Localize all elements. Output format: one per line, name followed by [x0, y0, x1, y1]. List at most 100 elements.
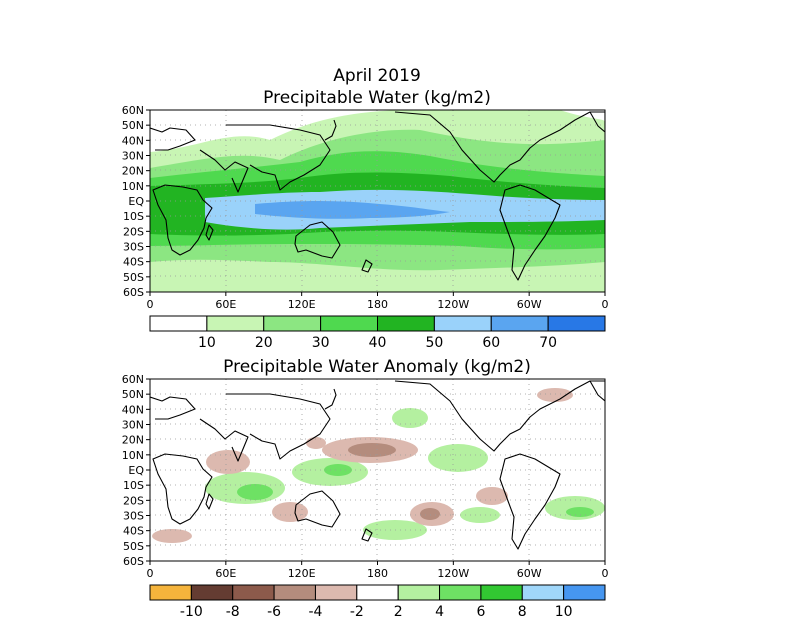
anomaly-colorbar-swatch [563, 584, 606, 601]
anomaly-y-tick-label: 10S [123, 479, 144, 492]
anomaly-x-tick-label: 60W [517, 567, 542, 580]
pw-y-tick-label: 30N [122, 150, 144, 163]
new-zealand-outline [361, 259, 373, 273]
anomaly-colorbar-label: -8 [226, 604, 240, 618]
asia-outline [226, 124, 331, 191]
pw-y-tick-label: 60N [122, 104, 144, 117]
anomaly-colorbar-swatch [149, 584, 192, 601]
anomaly-patches-negative [152, 388, 573, 543]
figure-title-line2: Precipitable Water (kg/m2) [263, 88, 491, 108]
anomaly-colorbar-swatch [521, 584, 565, 601]
arabia-india-outline [199, 418, 249, 462]
pw-colorbar-swatch [149, 315, 208, 332]
anomaly-colorbar-label: 2 [394, 604, 403, 618]
anomaly-patches-negative-strong [348, 443, 440, 520]
anomaly-colorbar-swatch [356, 584, 399, 601]
asia-outline [226, 393, 331, 460]
anomaly-colorbar-label: 8 [518, 604, 527, 618]
anomaly-colorbar-swatch [314, 584, 358, 601]
africa-outline [152, 453, 213, 525]
anomaly-colorbar-swatch [190, 584, 234, 601]
pw-band-60-70 [255, 201, 450, 219]
madagascar-outline [205, 224, 214, 241]
south-america-outline [499, 184, 561, 281]
pw-colorbar: 10 20 30 40 50 60 70 [149, 315, 606, 351]
anomaly-y-tick-label: 30N [122, 419, 144, 432]
pw-map [150, 110, 605, 292]
greenland-outline [589, 111, 605, 133]
greenland-outline [589, 380, 605, 402]
pw-y-tick-label: 60S [123, 286, 144, 299]
anomaly-x-tick-label: 60E [215, 567, 236, 580]
anomaly-colorbar-label: 4 [435, 604, 444, 618]
australia-outline [294, 490, 341, 528]
pw-colorbar-label: 10 [198, 335, 216, 351]
anomaly-colorbar-swatch [232, 584, 275, 601]
anomaly-colorbar-label: 6 [476, 604, 485, 618]
pw-y-tick-label: EQ [128, 195, 144, 208]
anomaly-map [150, 379, 605, 561]
north-america-outline [394, 380, 591, 452]
anomaly-y-tick-label: 50N [122, 388, 144, 401]
anomaly-y-tick-label: 40S [123, 525, 144, 538]
anomaly-x-tick-label: 120E [288, 567, 316, 580]
anomaly-y-tick-label: 20N [122, 434, 144, 447]
pw-colorbar-swatch [490, 315, 549, 332]
europe-outline [150, 396, 196, 420]
madagascar-outline [205, 493, 214, 510]
anomaly-y-tick-label: 30S [123, 510, 144, 523]
anomaly-y-tick-label: EQ [128, 464, 144, 477]
pw-x-tick-label: 180 [367, 298, 388, 311]
anomaly-coastlines [150, 380, 605, 550]
pw-x-tick-label: 0 [147, 298, 154, 311]
anomaly-colorbar-label: -10 [180, 604, 203, 618]
pw-colorbar-label: 50 [425, 335, 443, 351]
anomaly-colorbar-swatch [480, 584, 523, 601]
pw-y-tick-label: 50S [123, 271, 144, 284]
pw-colorbar-swatch [433, 315, 492, 332]
anomaly-y-tick-label: 50S [123, 540, 144, 553]
anomaly-colorbar-label: 10 [555, 604, 573, 618]
pw-colorbar-label: 60 [482, 335, 500, 351]
pw-colorbar-swatch [547, 315, 606, 332]
pw-x-tick-label: 60W [517, 298, 542, 311]
pw-colorbar-swatch [320, 315, 378, 332]
anomaly-colorbar-label: -4 [308, 604, 322, 618]
anomaly-x-tick-label: 0 [147, 567, 154, 580]
japan-outline [324, 119, 337, 141]
pw-x-tick-label: 120W [437, 298, 469, 311]
pw-y-tick-label: 40N [122, 134, 144, 147]
anomaly-colorbar-swatch [439, 584, 482, 601]
anomaly-colorbar-swatch [273, 584, 316, 601]
anomaly-colorbar: -10 -8 -6 -4 -2 2 4 6 8 10 [149, 584, 606, 618]
anomaly-x-tick-label: 180 [367, 567, 388, 580]
new-zealand-outline [361, 528, 373, 542]
anomaly-y-tick-label: 10N [122, 449, 144, 462]
pw-y-tick-label: 20S [123, 225, 144, 238]
pw-colorbar-label: 20 [255, 335, 273, 351]
pw-x-tick-label: 0 [602, 298, 609, 311]
pw-colorbar-swatch [377, 315, 435, 332]
pw-y-tick-label: 10S [123, 210, 144, 223]
australia-outline [294, 221, 341, 259]
anomaly-y-tick-label: 20S [123, 494, 144, 507]
pw-colorbar-label: 30 [312, 335, 330, 351]
pw-colorbar-label: 40 [369, 335, 387, 351]
pw-y-tick-label: 40S [123, 256, 144, 269]
pw-colorbar-swatch [206, 315, 265, 332]
pw-y-tick-label: 30S [123, 241, 144, 254]
pw-y-tick-label: 20N [122, 165, 144, 178]
arabia-india-outline [199, 149, 249, 193]
pw-x-tick-label: 120E [288, 298, 316, 311]
anomaly-colorbar-label: -2 [350, 604, 364, 618]
panel2-title: Precipitable Water Anomaly (kg/m2) [223, 357, 531, 377]
pw-coastlines [150, 111, 605, 281]
anomaly-x-tick-label: 120W [437, 567, 469, 580]
anomaly-y-tick-label: 40N [122, 403, 144, 416]
pw-colorbar-label: 70 [539, 335, 557, 351]
anomaly-colorbar-swatch [397, 584, 441, 601]
north-america-outline [394, 111, 591, 183]
